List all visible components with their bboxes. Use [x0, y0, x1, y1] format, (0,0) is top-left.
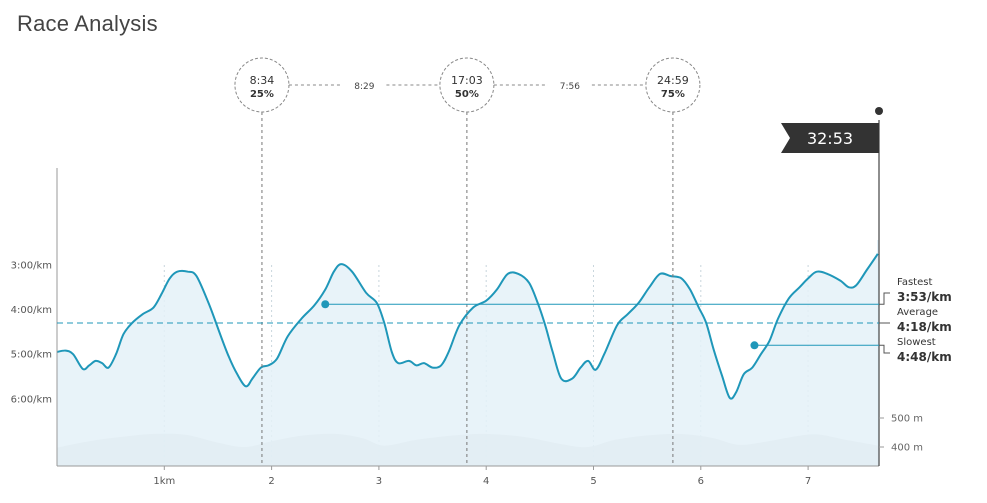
slowest-label: Slowest [897, 337, 936, 348]
elevation-tick-label: 400 m [891, 443, 923, 454]
split-time: 8:29 [354, 82, 374, 92]
finish-time: 32:53 [807, 129, 853, 148]
milestone-percent: 25% [250, 89, 274, 100]
split-time: 7:56 [560, 82, 580, 92]
fastest-pace-marker [321, 300, 330, 309]
y-tick-label: 5:00/km [11, 350, 52, 361]
x-tick-label: 6 [698, 476, 704, 487]
y-tick-label: 4:00/km [11, 305, 52, 316]
slowest-pace-marker [750, 341, 759, 350]
x-tick-label: 7 [805, 476, 811, 487]
page-title: Race Analysis [17, 11, 158, 36]
milestone-circle [645, 57, 701, 113]
milestone-time: 24:59 [657, 74, 689, 87]
x-tick-label: 3 [376, 476, 382, 487]
y-tick-label: 6:00/km [11, 394, 52, 405]
x-tick-label: 2 [268, 476, 274, 487]
fastest-connector [879, 292, 890, 305]
fastest-value: 3:53/km [897, 290, 952, 304]
milestone-time: 8:34 [250, 74, 275, 87]
average-value: 4:18/km [897, 320, 952, 334]
milestone-time: 17:03 [451, 74, 483, 87]
x-tick-label: 1km [153, 476, 175, 487]
y-tick-label: 3:00/km [11, 261, 52, 272]
slowest-connector [879, 344, 890, 354]
milestone-percent: 50% [455, 89, 479, 100]
finish-flag [781, 123, 879, 153]
plot-right-edge [877, 240, 879, 466]
pace-line [56, 253, 879, 400]
average-label: Average [897, 307, 938, 318]
x-tick-label: 5 [590, 476, 596, 487]
x-tick-label: 4 [483, 476, 489, 487]
milestone-percent: 75% [661, 89, 685, 100]
finish-pin [875, 107, 883, 115]
elevation-tick-label: 500 m [891, 414, 923, 425]
pace-area [57, 253, 878, 466]
slowest-value: 4:48/km [897, 350, 952, 364]
fastest-label: Fastest [897, 277, 932, 288]
